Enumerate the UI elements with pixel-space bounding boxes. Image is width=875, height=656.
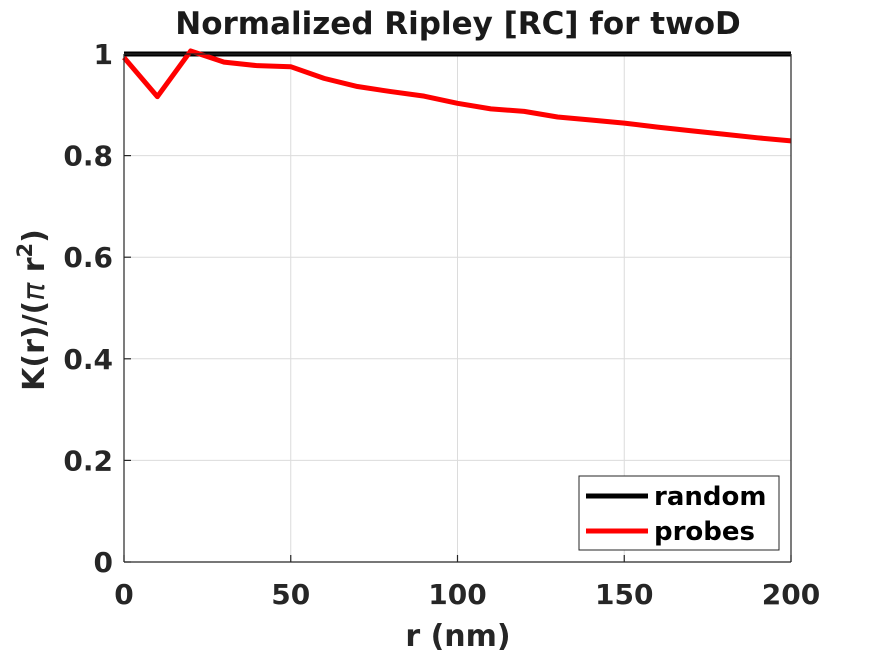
y-axis-label-var: r bbox=[17, 257, 52, 282]
y-axis-label-superscript: 2 bbox=[13, 243, 37, 258]
y-axis-label: K(r)/(π r2) bbox=[13, 229, 52, 391]
y-axis-label-suffix: ) bbox=[17, 229, 52, 243]
y-tick-label-4: 0.8 bbox=[63, 140, 113, 173]
y-tick-label-1: 0.2 bbox=[63, 444, 113, 477]
legend: random probes bbox=[578, 475, 780, 551]
chart-title: Normalized Ripley [RC] for twoD bbox=[175, 6, 741, 42]
y-tick-label-0: 0 bbox=[94, 546, 113, 579]
legend-label-random: random bbox=[654, 482, 766, 512]
y-ticks: 0 0.2 0.4 0.6 0.8 1 bbox=[63, 38, 131, 579]
y-axis-label-prefix: K(r)/( bbox=[17, 301, 52, 391]
series-line-probes bbox=[122, 48, 792, 144]
x-tick-label-0: 0 bbox=[114, 578, 133, 611]
x-tick-label-4: 200 bbox=[762, 578, 820, 611]
y-tick-label-2: 0.4 bbox=[63, 343, 113, 376]
legend-label-probes: probes bbox=[654, 517, 755, 547]
y-axis-label-greek: π bbox=[17, 282, 52, 301]
y-tick-label-3: 0.6 bbox=[63, 241, 113, 274]
x-ticks: 0 50 100 150 200 bbox=[114, 555, 820, 611]
y-tick-label-5: 1 bbox=[94, 38, 113, 71]
x-tick-label-2: 100 bbox=[428, 578, 486, 611]
x-tick-label-3: 150 bbox=[595, 578, 653, 611]
x-tick-label-1: 50 bbox=[271, 578, 310, 611]
x-axis-label: r (nm) bbox=[405, 619, 510, 654]
legend-box bbox=[578, 475, 780, 551]
